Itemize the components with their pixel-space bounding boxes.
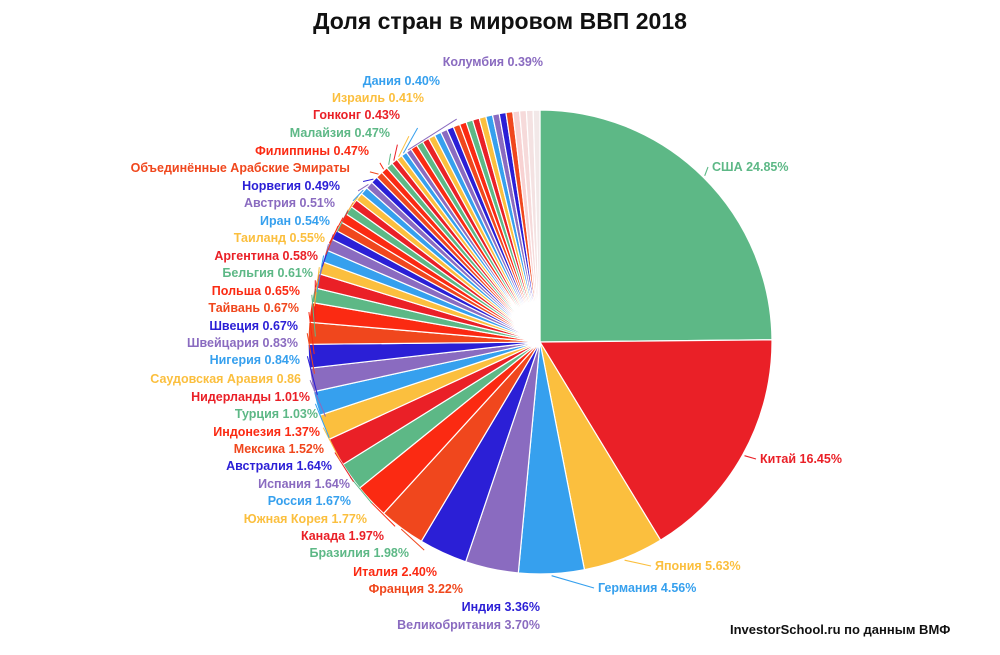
slice-label: Аргентина 0.58% [214,249,318,263]
slice-label: Индонезия 1.37% [213,425,320,439]
slice-label: США 24.85% [712,160,788,174]
slice-label: Нидерланды 1.01% [191,390,310,404]
pie-slice [538,339,773,542]
slice-label: Бельгия 0.61% [222,266,313,280]
slice-label: Польша 0.65% [212,284,300,298]
slice-label: Колумбия 0.39% [443,55,543,69]
slice-label: Саудовская Аравия 0.86 [150,372,301,386]
leader-line [624,559,652,567]
slice-label: Малайзия 0.47% [290,126,390,140]
slice-label: Швейцария 0.83% [187,336,298,350]
slice-label: Дания 0.40% [363,74,440,88]
slice-label: Германия 4.56% [598,581,696,595]
leader-line [306,356,318,395]
source-note: InvestorSchool.ru по данным ВМФ [730,622,951,637]
leader-line [347,196,359,212]
slice-label: Канада 1.97% [301,529,384,543]
pie-slice [539,109,773,343]
pie-slice [532,109,541,343]
leader-line [357,183,369,192]
leader-line [308,312,315,355]
slice-label: Мексика 1.52% [234,442,324,456]
leader-line [400,528,425,551]
leader-line [309,380,326,417]
leader-line [352,189,364,202]
slice-label: Южная Корея 1.77% [244,512,367,526]
leader-line [402,127,419,154]
leader-line [393,144,398,161]
slice-label: Гонконг 0.43% [313,108,400,122]
chart-title: Доля стран в мировом ВВП 2018 [313,8,687,34]
leader-line [388,153,392,165]
leader-line [369,171,379,175]
slice-label: Китай 16.45% [760,452,842,466]
slice-label: Австрия 0.51% [244,196,335,210]
slice-label: Япония 5.63% [655,559,741,573]
slice-label: Израиль 0.41% [332,91,424,105]
slice-label: Объединённые Арабские Эмираты [131,161,350,175]
slice-label: Швеция 0.67% [209,319,298,333]
slice-label: Россия 1.67% [268,494,351,508]
slice-label: Испания 1.64% [258,477,350,491]
leader-lines [306,118,757,589]
leader-line [551,575,595,589]
slice-label: Австралия 1.64% [226,459,332,473]
slice-label: Франция 3.22% [369,582,463,596]
slice-label: Филиппины 0.47% [255,144,369,158]
slice-labels: США 24.85% Китай 16.45% Япония 5.63% Герман… [131,55,842,632]
leader-line [328,217,344,244]
leader-line [311,294,316,337]
slice-label: Великобритания 3.70% [397,618,540,632]
slice-label: Индия 3.36% [462,600,540,614]
leader-line [407,118,457,151]
leader-line [313,267,320,307]
leader-line [362,178,374,182]
leader-line [322,427,341,460]
slice-label: Бразилия 1.98% [310,546,409,560]
slice-label: Норвегия 0.49% [242,179,340,193]
leader-line [306,333,315,374]
leader-line [704,166,709,176]
leader-line [370,501,396,527]
pie-slices [307,109,773,575]
slice-label: Нигерия 0.84% [210,353,300,367]
leader-line [314,403,330,438]
slice-label: Италия 2.40% [353,565,437,579]
leader-line [379,162,385,170]
leader-line [744,455,757,460]
slice-label: Таиланд 0.55% [234,231,325,245]
leader-line [334,452,354,482]
slice-label: Тайвань 0.67% [208,301,299,315]
slice-label: Иран 0.54% [260,214,330,228]
slice-label: Турция 1.03% [235,407,318,421]
leader-line [398,135,410,158]
